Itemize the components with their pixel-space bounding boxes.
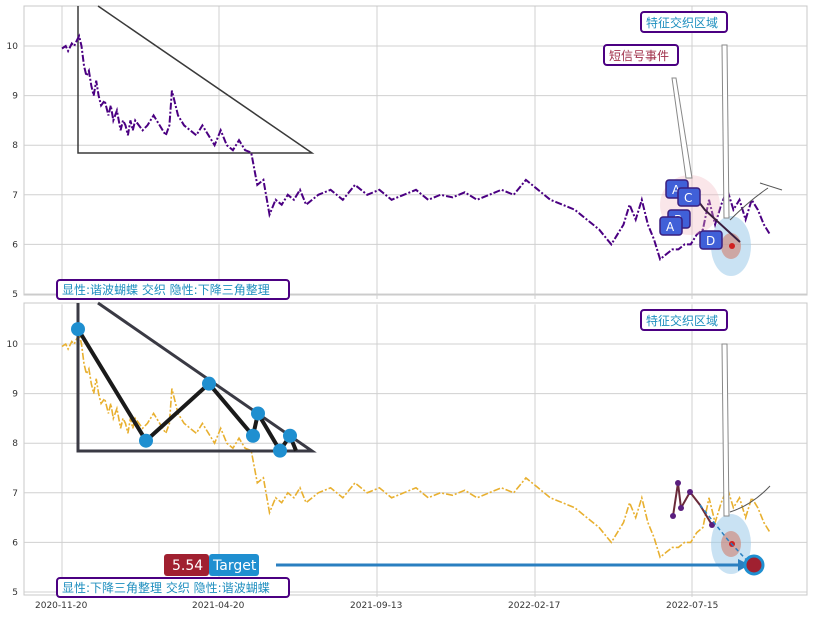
bottom-y-ticks: 5 6 7 8 9 10 xyxy=(7,340,19,598)
top-pattern-label: 显性:谐波蝴蝶 交织 隐性:下降三角整理 xyxy=(56,279,290,300)
bottom-zigzag-pattern xyxy=(71,301,317,458)
point-label-box xyxy=(659,216,683,236)
y-tick-label: 9 xyxy=(12,92,18,102)
bottom-pattern-point xyxy=(687,489,693,495)
bottom-zigzag-line xyxy=(76,328,298,455)
point-label-text: C xyxy=(684,191,692,205)
y-tick-label: 10 xyxy=(7,340,19,350)
bottom-panel: 5 6 7 8 9 10 xyxy=(7,301,808,598)
y-tick-label: 8 xyxy=(12,141,18,151)
x-tick-label: 2022-02-17 xyxy=(508,601,560,611)
pivot-marker xyxy=(139,433,153,448)
bottom-price-line xyxy=(61,331,771,559)
bottom-triangle-outline xyxy=(76,301,317,453)
bottom-zone-pointer xyxy=(721,343,730,517)
y-tick-label: 5 xyxy=(12,588,18,598)
top-zone-label: 特征交织区域 xyxy=(640,11,728,33)
y-tick-label: 8 xyxy=(12,439,18,449)
bottom-grid xyxy=(24,304,807,597)
top-triangle-pattern xyxy=(77,5,315,154)
bottom-pattern-label: 显性:下降三角整理 交织 隐性:谐波蝴蝶 xyxy=(56,577,290,598)
y-tick-label: 6 xyxy=(12,538,18,548)
zone-center xyxy=(729,243,735,249)
pivot-marker xyxy=(283,428,297,443)
x-tick-label: 2021-09-13 xyxy=(350,601,402,611)
bottom-pattern-point xyxy=(678,505,684,511)
bottom-pattern-label-text: 显性:下降三角整理 交织 隐性:谐波蝴蝶 xyxy=(62,580,270,595)
point-label-a: A xyxy=(659,216,683,236)
point-label-text: A xyxy=(672,183,681,197)
bottom-panel-frame xyxy=(23,302,808,596)
point-label-d: D xyxy=(699,230,723,250)
pivot-marker xyxy=(246,428,260,443)
x-axis-ticks: 2020-11-20 2021-04-20 2021-09-13 2022-02-17… xyxy=(35,601,718,611)
y-tick-label: 6 xyxy=(12,240,18,250)
point-label-box xyxy=(699,230,723,250)
projection-arc xyxy=(729,182,783,221)
bottom-zone-label: 特征交织区域 xyxy=(640,309,728,331)
y-tick-label: 7 xyxy=(12,191,18,201)
zone-pointer xyxy=(721,44,730,219)
target-projection xyxy=(699,504,753,567)
y-tick-label: 5 xyxy=(12,290,18,300)
x-tick-label: 2022-07-15 xyxy=(666,601,718,611)
pivot-marker xyxy=(273,443,287,458)
event-label: 短信号事件 xyxy=(603,44,679,66)
event-pointer xyxy=(671,77,693,179)
bottom-projection-arc xyxy=(729,485,771,513)
target-marker xyxy=(743,554,765,576)
top-price-line xyxy=(61,33,771,262)
pivot-marker xyxy=(251,406,265,421)
top-triangle-outline xyxy=(77,5,315,154)
bottom-pattern-point xyxy=(670,513,676,519)
y-tick-label: 9 xyxy=(12,390,18,400)
top-zone-graphic: ACBAD xyxy=(659,44,783,276)
pivot-marker xyxy=(71,322,85,337)
event-label-text: 短信号事件 xyxy=(609,49,669,63)
y-tick-label: 10 xyxy=(7,42,19,52)
pivot-marker xyxy=(202,376,216,391)
bottom-pattern-point xyxy=(709,522,715,528)
target-value: 5.54 xyxy=(172,558,203,574)
y-tick-label: 7 xyxy=(12,489,18,499)
top-y-ticks: 5 6 7 8 9 10 xyxy=(7,42,19,300)
x-tick-label: 2021-04-20 xyxy=(192,601,245,611)
top-panel-frame xyxy=(23,5,808,296)
point-label-text: D xyxy=(706,234,715,248)
top-grid xyxy=(24,6,807,299)
target-badge: 5.54 Target xyxy=(164,554,259,576)
bottom-zone-label-text: 特征交织区域 xyxy=(646,313,718,328)
point-label-c: C xyxy=(677,187,701,207)
top-pattern-label-text: 显性:谐波蝴蝶 交织 隐性:下降三角整理 xyxy=(62,282,270,297)
top-zone-label-text: 特征交织区域 xyxy=(646,15,718,30)
bottom-zone-graphic xyxy=(276,343,771,576)
target-label: Target xyxy=(212,558,257,574)
bottom-pattern-point xyxy=(675,480,681,486)
point-label-box xyxy=(677,187,701,207)
x-tick-label: 2020-11-20 xyxy=(35,601,88,611)
point-label-text: A xyxy=(666,220,675,234)
